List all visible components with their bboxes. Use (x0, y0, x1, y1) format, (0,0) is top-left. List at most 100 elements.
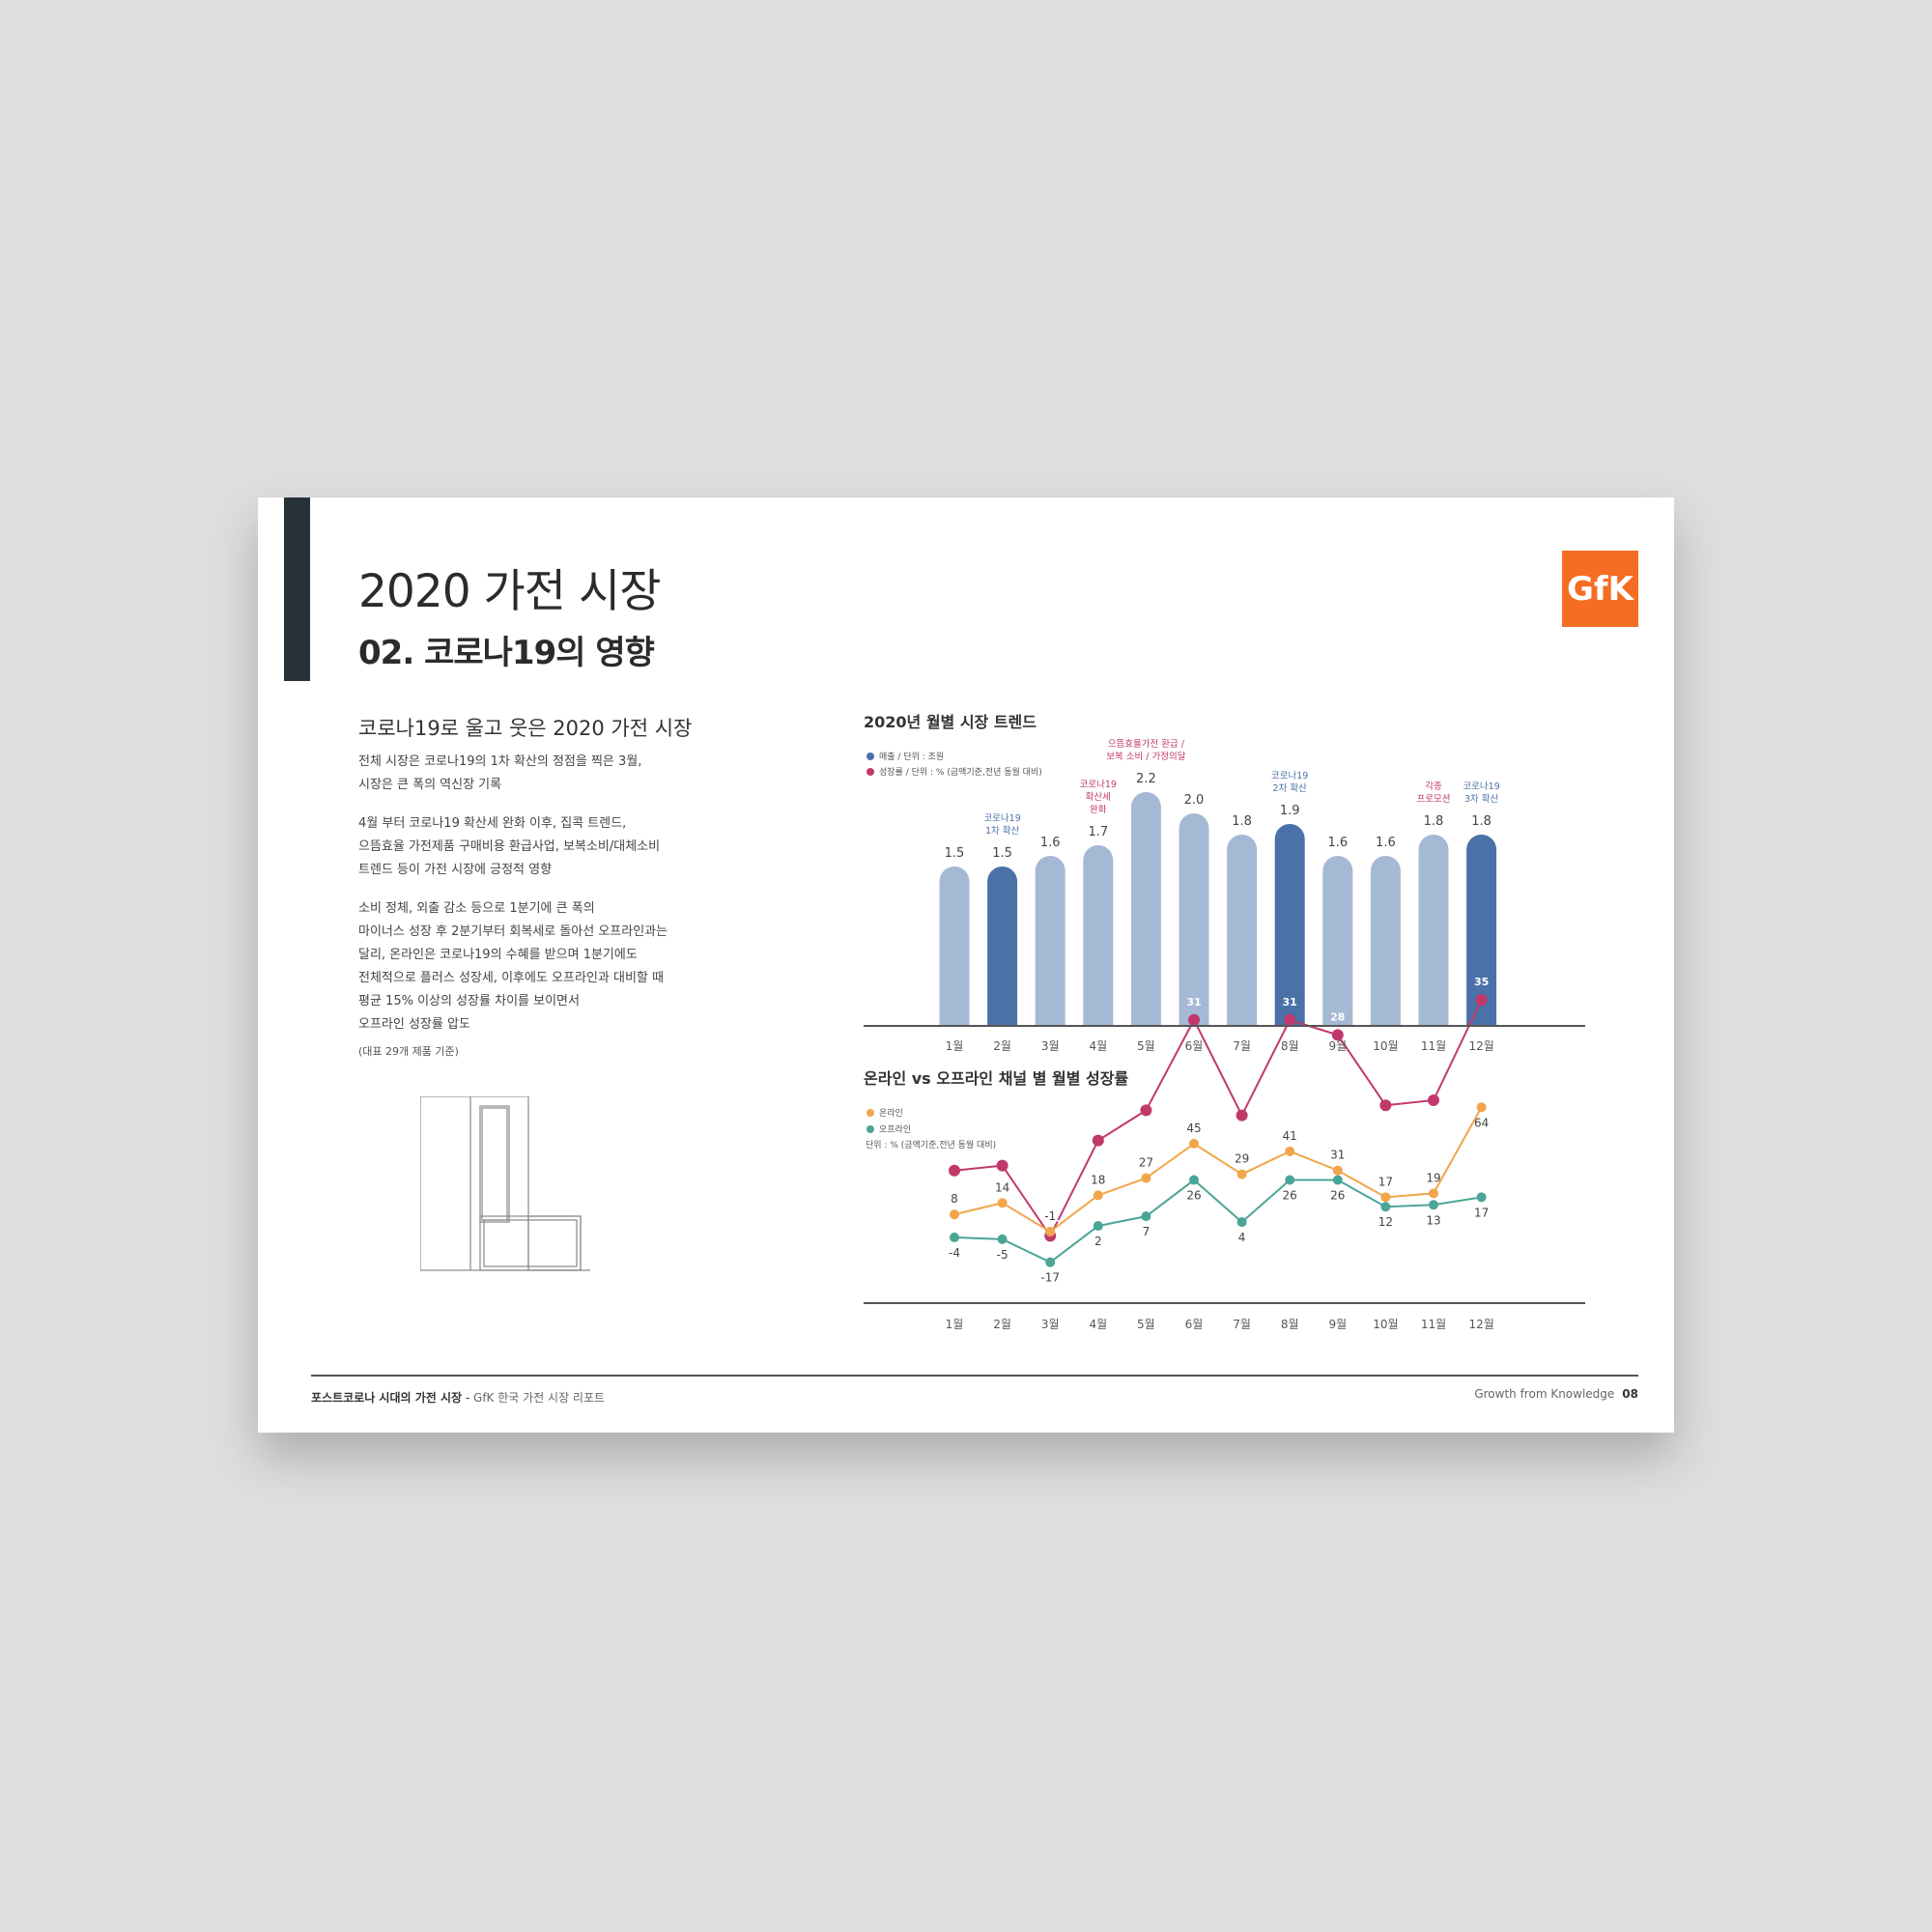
online-point (1380, 1192, 1391, 1203)
sales-value-label: 1.8 (1471, 814, 1492, 829)
online-value-label: 64 (1474, 1116, 1489, 1129)
chart1-bar-values: 1.5 1.5 1.6 1.7 2.2 2.0 1.8 1.9 1.6 1.6 1.8 1.8 (945, 772, 1492, 861)
paragraph-line: 트렌드 등이 가전 시장에 긍정적 영향 (358, 863, 553, 877)
event-annotation: 3차 확산 (1464, 793, 1499, 805)
online-point (1045, 1226, 1056, 1236)
chart2-unit-note: 단위 : % (금액기준,전년 동월 대비) (866, 1139, 996, 1151)
offline-value-label: 2 (1094, 1235, 1102, 1248)
footnote: (대표 29개 제품 기준) (358, 1045, 459, 1058)
page-subtitle: 02. 코로나19의 영향 (358, 634, 655, 672)
online-point (997, 1198, 1008, 1208)
refrigerator-outline-icon (420, 1096, 590, 1271)
chart2-legend-swatch-1 (867, 1109, 874, 1117)
growth-point (996, 1159, 1009, 1172)
x-tick-label: 6월 (1185, 1318, 1204, 1331)
event-annotation: 으뜸효율가전 환급 / (1108, 738, 1185, 750)
sales-value-label: 1.5 (992, 846, 1012, 861)
sales-bar (939, 867, 970, 1026)
sales-bar (1083, 845, 1114, 1026)
offline-value-label: 13 (1426, 1213, 1440, 1227)
sales-value-label: 2.0 (1184, 793, 1205, 808)
x-tick-label: 4월 (1089, 1039, 1107, 1053)
sales-value-label: 1.6 (1040, 836, 1061, 850)
chart2-points (950, 1102, 1487, 1267)
online-value-label: 14 (995, 1180, 1009, 1194)
x-tick-label: 1월 (946, 1039, 964, 1053)
growth-value-label: 14 (1378, 1081, 1394, 1094)
online-value-label: 45 (1186, 1122, 1201, 1135)
online-point (1141, 1173, 1151, 1183)
x-tick-label: 10월 (1373, 1318, 1398, 1331)
growth-point (1236, 1109, 1248, 1122)
chart2-legend-label-2: 오프라인 (879, 1124, 911, 1135)
sales-bar (1179, 813, 1209, 1026)
event-annotation: 완화 (1090, 805, 1107, 815)
growth-value-label: 2 (999, 1142, 1007, 1154)
event-annotation: 보복 소비 / 가정의달 (1106, 751, 1185, 762)
page-number: 08 (1622, 1387, 1638, 1401)
sales-bar (1418, 835, 1449, 1026)
footer-report-series: 포스트코로나 시대의 가전 시장 (311, 1391, 463, 1405)
sales-bar (1274, 824, 1305, 1026)
sales-value-label: 1.7 (1088, 825, 1108, 839)
online-value-label: 31 (1330, 1149, 1345, 1162)
offline-value-label: 26 (1283, 1189, 1297, 1203)
offline-point (1429, 1200, 1438, 1210)
online-value-label: 19 (1426, 1171, 1440, 1184)
event-annotation: 코로나19 (1271, 771, 1308, 781)
offline-value-label: 7 (1143, 1225, 1151, 1238)
paragraph-line: 으뜸효율 가전제품 구매비용 환급사업, 보복소비/대체소비 (358, 839, 661, 854)
x-tick-label: 5월 (1137, 1039, 1155, 1053)
offline-line (953, 1179, 1482, 1264)
chart2-lines (953, 1106, 1483, 1264)
chart1-x-ticks: 1월 2월 3월 4월 5월 6월 7월 8월 9월 10월 11월 12월 (946, 1039, 1494, 1053)
event-annotation: 코로나19 (1463, 781, 1499, 792)
growth-value-label: 31 (1283, 996, 1297, 1009)
growth-value-label: 7 (1094, 1117, 1102, 1129)
paragraph-line: 평균 15% 이상의 성장률 차이를 보이면서 (358, 994, 580, 1009)
growth-point (1379, 1099, 1392, 1112)
x-tick-label: 11월 (1421, 1039, 1446, 1053)
event-annotation: 각종 (1425, 781, 1442, 792)
paragraph-line: 소비 정체, 외출 감소 등으로 1분기에 큰 폭의 (358, 901, 595, 916)
sales-value-label: 1.8 (1424, 814, 1444, 829)
x-tick-label: 12월 (1468, 1039, 1493, 1053)
offline-point (997, 1234, 1008, 1244)
page-title: 2020 가전 시장 (358, 565, 661, 618)
growth-value-label: 1 (951, 1147, 958, 1159)
chart1-legend-swatch-2 (867, 768, 874, 776)
growth-point (1331, 1029, 1344, 1041)
paragraph-line: 4월 부터 코로나19 확산세 완화 이후, 집콕 트렌드, (358, 816, 627, 831)
x-tick-label: 6월 (1185, 1039, 1204, 1053)
footer-separator: - (462, 1391, 474, 1405)
x-tick-label: 3월 (1041, 1039, 1060, 1053)
x-tick-label: 4월 (1089, 1318, 1107, 1331)
online-value-label: 17 (1378, 1175, 1393, 1188)
accent-bar (284, 497, 310, 681)
growth-point (949, 1164, 960, 1177)
offline-point (950, 1232, 959, 1242)
chart2-x-ticks: 1월 2월 3월 4월 5월 6월 7월 8월 9월 10월 11월 12월 (946, 1318, 1494, 1331)
x-tick-label: 5월 (1137, 1318, 1155, 1331)
offline-point (1332, 1175, 1343, 1185)
event-annotation: 2차 확산 (1273, 782, 1308, 794)
offline-point (1189, 1175, 1199, 1185)
sales-value-label: 1.8 (1232, 814, 1252, 829)
x-tick-label: 8월 (1281, 1039, 1299, 1053)
event-annotation: 확산세 (1086, 791, 1111, 803)
online-point (1093, 1190, 1103, 1201)
paragraph-line: 전체 시장은 코로나19의 1차 확산의 정점을 찍은 3월, (358, 754, 642, 769)
offline-value-label: 17 (1474, 1206, 1489, 1219)
chart1-legend-swatch-1 (867, 753, 874, 760)
x-tick-label: 9월 (1328, 1318, 1347, 1331)
x-tick-label: 10월 (1373, 1039, 1398, 1053)
online-value-label: 41 (1283, 1129, 1297, 1143)
sales-bar (1370, 856, 1401, 1026)
online-value-label: 8 (951, 1192, 958, 1206)
chart1-growth-line (953, 999, 1483, 1238)
growth-value-label: 35 (1474, 976, 1489, 988)
paragraph-1: 전체 시장은 코로나19의 1차 확산의 정점을 찍은 3월, 시장은 큰 폭의… (358, 751, 641, 797)
offline-point (1476, 1192, 1487, 1203)
online-point (1236, 1169, 1247, 1179)
